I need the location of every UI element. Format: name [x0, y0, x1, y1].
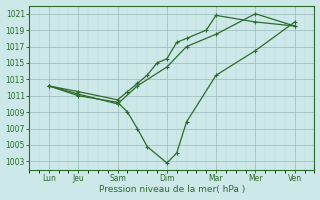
- X-axis label: Pression niveau de la mer( hPa ): Pression niveau de la mer( hPa ): [99, 185, 245, 194]
